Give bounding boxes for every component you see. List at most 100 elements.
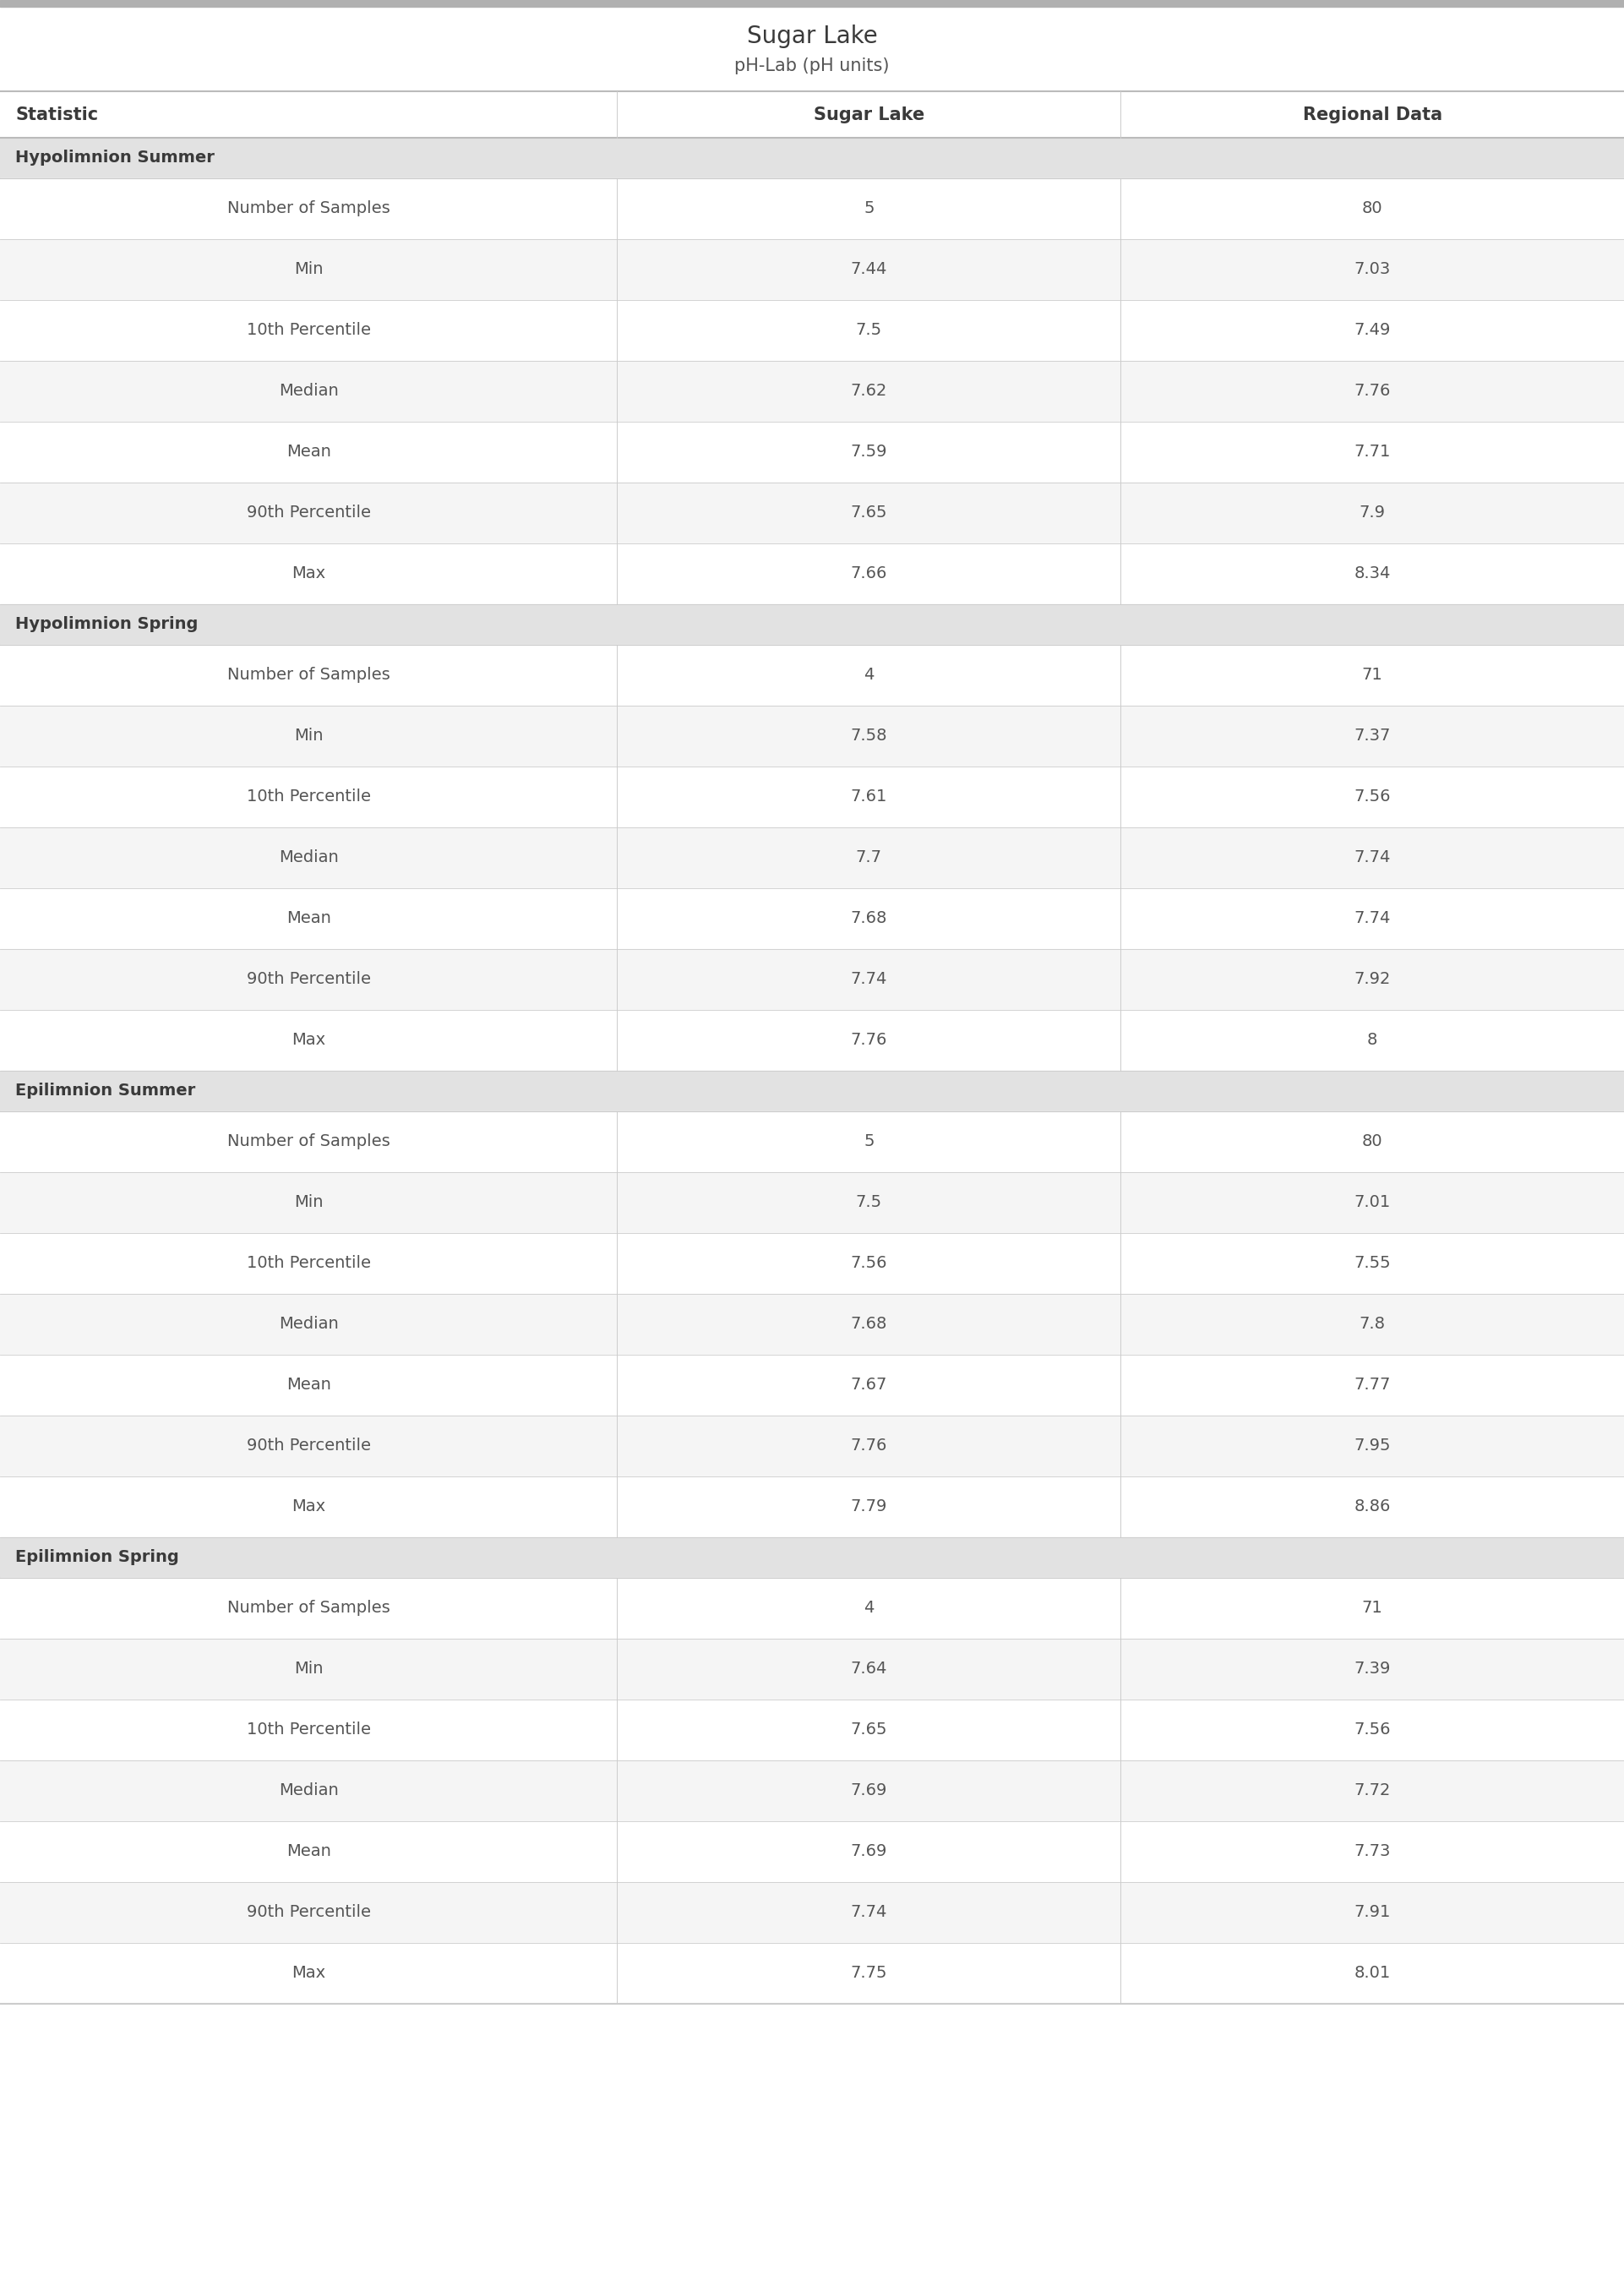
Text: Mean: Mean: [286, 1843, 331, 1859]
Text: Min: Min: [294, 261, 323, 277]
Text: 7.56: 7.56: [851, 1255, 887, 1271]
Text: 7.03: 7.03: [1354, 261, 1390, 277]
Text: Epilimnion Spring: Epilimnion Spring: [15, 1550, 179, 1566]
Text: Number of Samples: Number of Samples: [227, 1133, 390, 1151]
Bar: [0, 1882, 1624, 1943]
Text: 7.76: 7.76: [851, 1033, 887, 1049]
Bar: [0, 0, 1624, 7]
Text: 7.79: 7.79: [851, 1498, 887, 1514]
Text: 7.91: 7.91: [1354, 1905, 1390, 1920]
Bar: [0, 1943, 1624, 2004]
Bar: [0, 1578, 1624, 1639]
Bar: [0, 826, 1624, 888]
Bar: [0, 1639, 1624, 1700]
Text: Median: Median: [279, 849, 338, 865]
Text: 80: 80: [1363, 1133, 1382, 1151]
Text: 8.01: 8.01: [1354, 1966, 1390, 1982]
Text: 7.01: 7.01: [1354, 1194, 1390, 1210]
Text: Number of Samples: Number of Samples: [227, 667, 390, 683]
Text: 7.74: 7.74: [1354, 849, 1390, 865]
Bar: [0, 1821, 1624, 1882]
Bar: [0, 1171, 1624, 1233]
Text: 7.76: 7.76: [1354, 384, 1390, 400]
Text: 80: 80: [1363, 200, 1382, 216]
Text: 10th Percentile: 10th Percentile: [247, 322, 370, 338]
Text: 7.73: 7.73: [1354, 1843, 1390, 1859]
Text: 7.65: 7.65: [851, 504, 887, 522]
Text: Hypolimnion Summer: Hypolimnion Summer: [15, 150, 214, 166]
Text: Max: Max: [292, 1966, 325, 1982]
Bar: [0, 1355, 1624, 1416]
Text: 4: 4: [864, 1600, 874, 1616]
Bar: [0, 1476, 1624, 1537]
Text: 7.76: 7.76: [851, 1437, 887, 1455]
Text: Epilimnion Summer: Epilimnion Summer: [15, 1083, 195, 1099]
Text: Mean: Mean: [286, 1378, 331, 1394]
Text: 7.95: 7.95: [1354, 1437, 1390, 1455]
Bar: [0, 179, 1624, 238]
Text: 7.68: 7.68: [851, 1317, 887, 1332]
Text: Max: Max: [292, 1498, 325, 1514]
Bar: [0, 138, 1624, 179]
Bar: [0, 1010, 1624, 1071]
Text: Min: Min: [294, 1194, 323, 1210]
Text: Number of Samples: Number of Samples: [227, 200, 390, 216]
Bar: [0, 706, 1624, 767]
Text: Max: Max: [292, 1033, 325, 1049]
Text: Median: Median: [279, 384, 338, 400]
Bar: [0, 422, 1624, 484]
Text: Min: Min: [294, 1662, 323, 1678]
Text: 90th Percentile: 90th Percentile: [247, 972, 370, 987]
Bar: [0, 1071, 1624, 1112]
Text: 10th Percentile: 10th Percentile: [247, 1255, 370, 1271]
Bar: [0, 7, 1624, 91]
Text: 90th Percentile: 90th Percentile: [247, 1905, 370, 1920]
Bar: [0, 238, 1624, 300]
Text: 7.64: 7.64: [851, 1662, 887, 1678]
Bar: [0, 543, 1624, 604]
Text: 7.74: 7.74: [1354, 910, 1390, 926]
Text: 7.39: 7.39: [1354, 1662, 1390, 1678]
Text: 7.8: 7.8: [1359, 1317, 1385, 1332]
Text: 5: 5: [864, 1133, 874, 1151]
Text: 7.5: 7.5: [856, 1194, 882, 1210]
Bar: [0, 1233, 1624, 1294]
Bar: [0, 484, 1624, 543]
Text: 71: 71: [1363, 667, 1382, 683]
Text: 4: 4: [864, 667, 874, 683]
Bar: [0, 1700, 1624, 1762]
Text: 10th Percentile: 10th Percentile: [247, 790, 370, 806]
Text: 7.68: 7.68: [851, 910, 887, 926]
Text: 7.59: 7.59: [851, 445, 887, 461]
Text: 90th Percentile: 90th Percentile: [247, 1437, 370, 1455]
Text: Statistic: Statistic: [15, 107, 97, 123]
Text: 7.74: 7.74: [851, 972, 887, 987]
Text: 7.55: 7.55: [1354, 1255, 1390, 1271]
Text: 7.92: 7.92: [1354, 972, 1390, 987]
Text: Sugar Lake: Sugar Lake: [814, 107, 924, 123]
Text: 7.67: 7.67: [851, 1378, 887, 1394]
Text: 8.34: 8.34: [1354, 565, 1390, 581]
Text: 7.75: 7.75: [851, 1966, 887, 1982]
Text: 8: 8: [1367, 1033, 1377, 1049]
Text: 7.49: 7.49: [1354, 322, 1390, 338]
Bar: [0, 767, 1624, 826]
Bar: [0, 361, 1624, 422]
Bar: [0, 300, 1624, 361]
Text: Hypolimnion Spring: Hypolimnion Spring: [15, 617, 198, 633]
Bar: [0, 91, 1624, 138]
Text: 7.69: 7.69: [851, 1782, 887, 1798]
Text: 7.71: 7.71: [1354, 445, 1390, 461]
Text: Min: Min: [294, 729, 323, 745]
Text: pH-Lab (pH units): pH-Lab (pH units): [734, 57, 890, 75]
Bar: [0, 1416, 1624, 1476]
Text: 7.72: 7.72: [1354, 1782, 1390, 1798]
Text: Number of Samples: Number of Samples: [227, 1600, 390, 1616]
Text: 7.65: 7.65: [851, 1723, 887, 1739]
Text: 7.56: 7.56: [1354, 1723, 1390, 1739]
Text: 7.37: 7.37: [1354, 729, 1390, 745]
Text: 7.5: 7.5: [856, 322, 882, 338]
Text: 7.9: 7.9: [1359, 504, 1385, 522]
Bar: [0, 1537, 1624, 1578]
Bar: [0, 1112, 1624, 1171]
